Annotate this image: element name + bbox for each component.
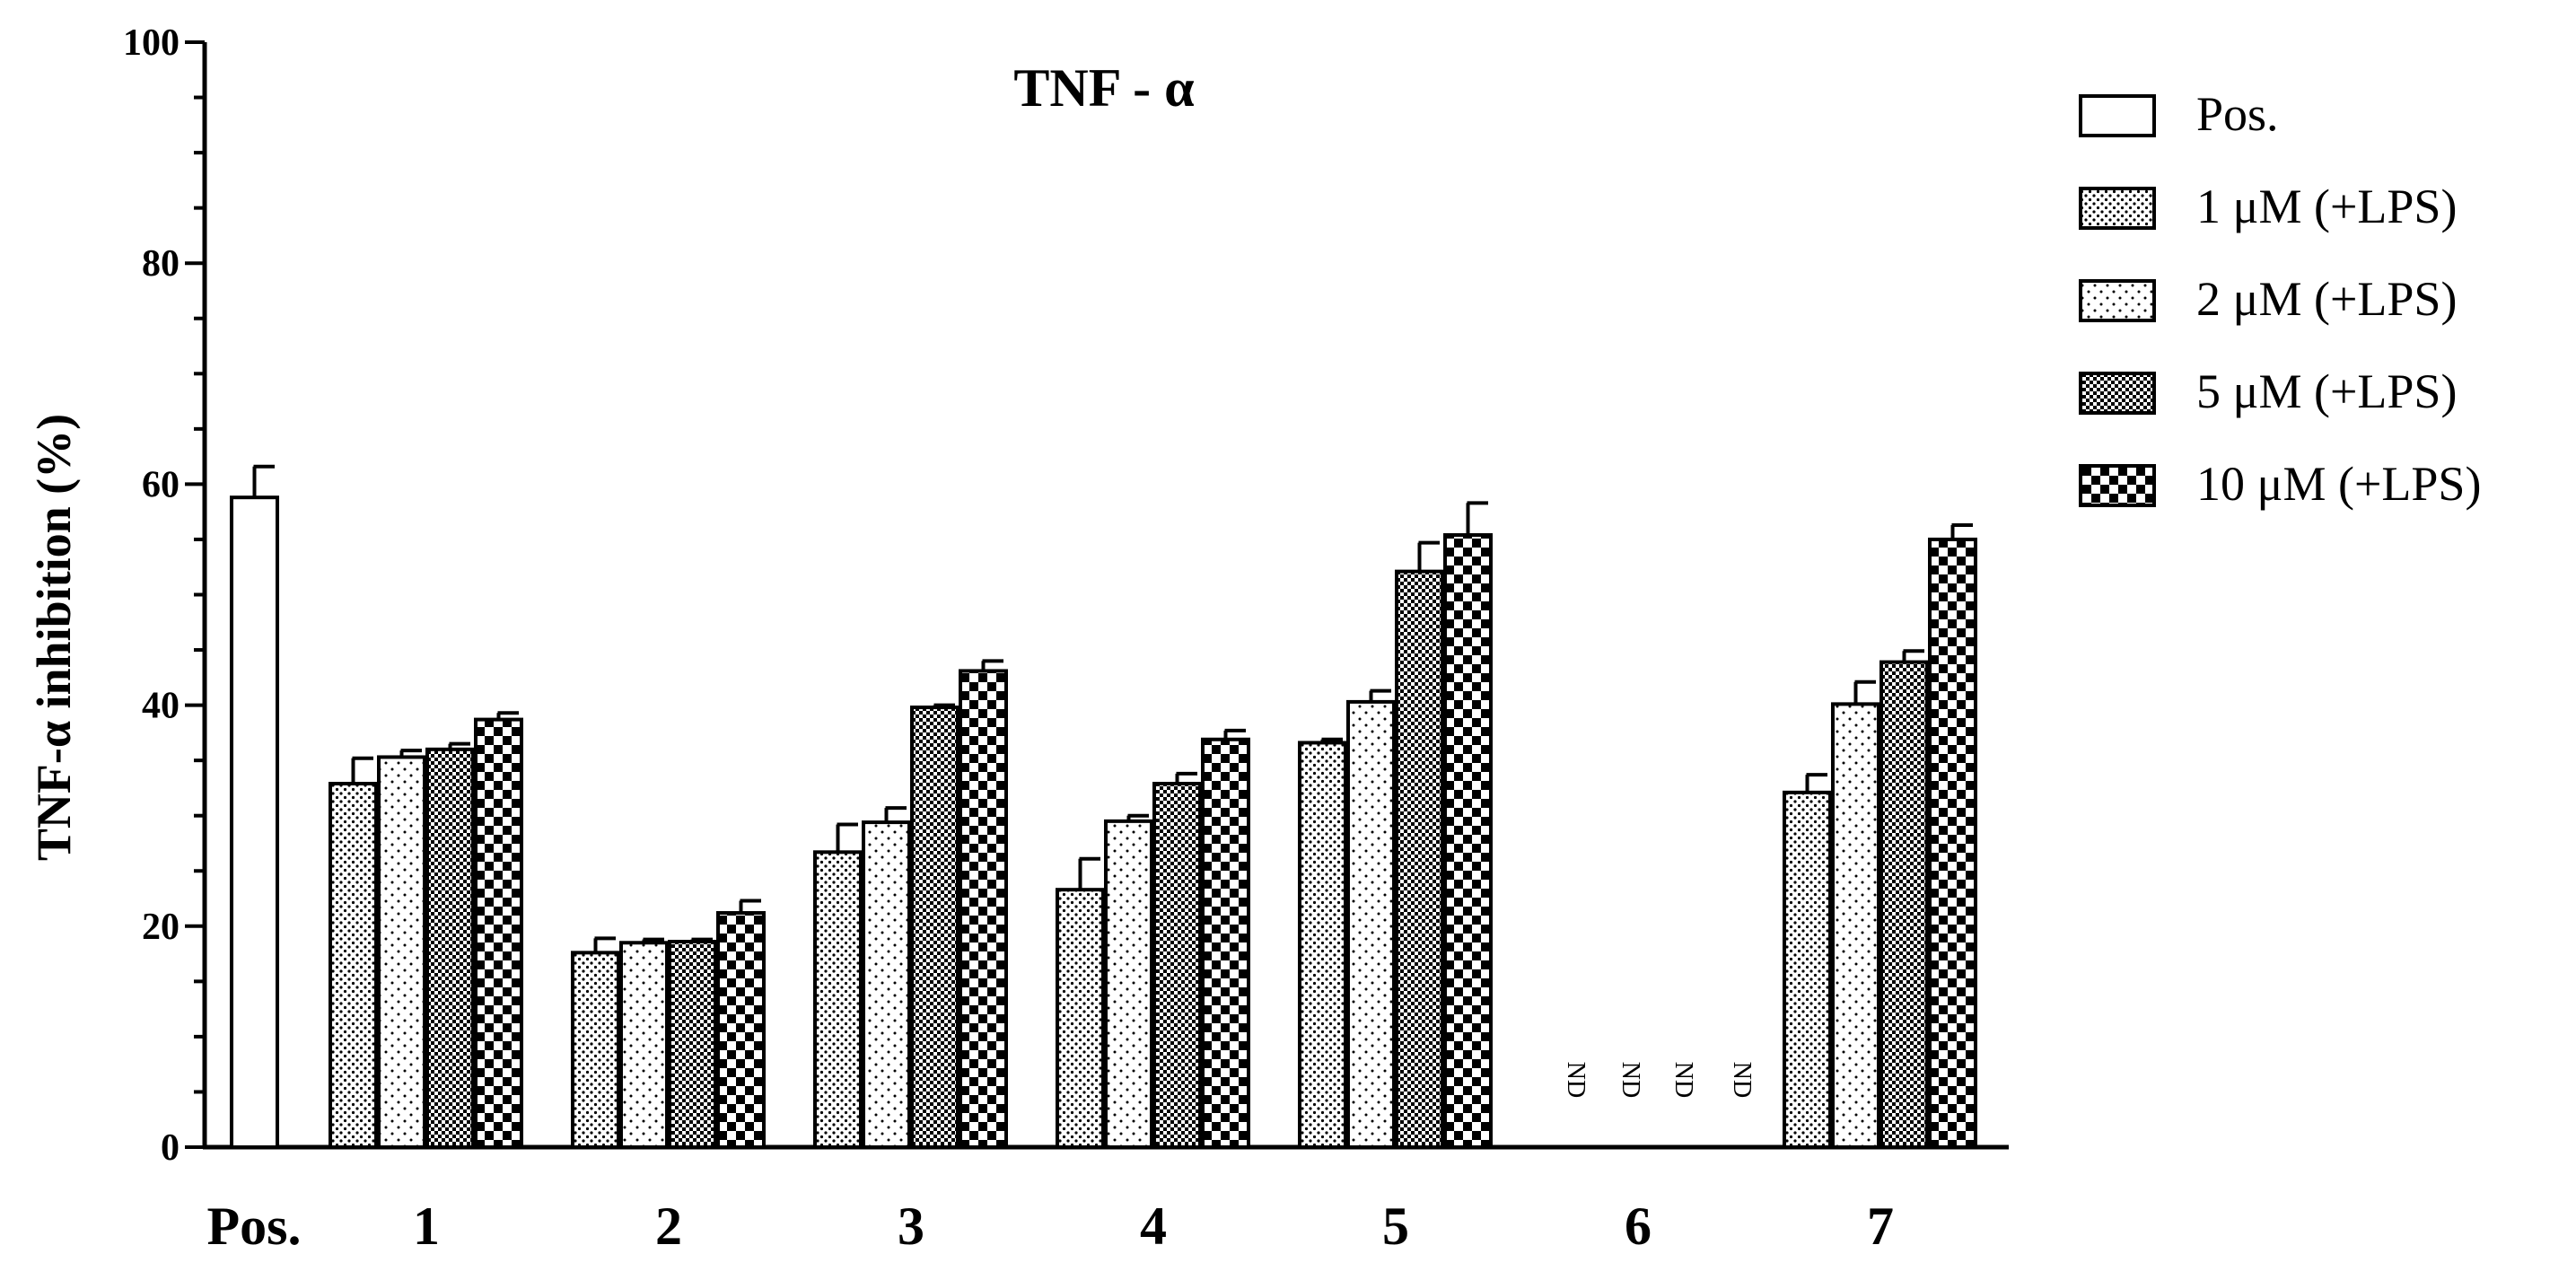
y-tick-label: 0 — [161, 1127, 180, 1169]
bar — [959, 669, 1008, 1149]
legend-swatch — [2079, 372, 2156, 415]
y-tick-label: 60 — [142, 464, 180, 505]
x-tick-label: 1 — [413, 1197, 440, 1256]
x-tick-label: 6 — [1625, 1197, 1652, 1256]
nd-label: ND — [1617, 1062, 1644, 1098]
y-tick-label: 40 — [142, 686, 180, 727]
legend-swatch — [2079, 187, 2156, 230]
bar — [377, 755, 426, 1149]
annotations: ND ND ND ND — [1562, 1062, 1756, 1098]
y-tick-label: 20 — [142, 907, 180, 948]
bar — [425, 747, 475, 1150]
y-ticks: 0 20 40 60 80 100 — [123, 22, 205, 1169]
bar — [716, 911, 766, 1149]
bar — [1443, 533, 1493, 1149]
y-tick-label: 80 — [142, 243, 180, 285]
legend-swatch — [2079, 464, 2156, 507]
bar — [619, 941, 669, 1150]
legend-label: 2 μM (+LPS) — [2196, 272, 2457, 326]
bars — [230, 464, 1977, 1150]
bar — [1056, 888, 1105, 1149]
bar — [230, 495, 279, 1149]
bar — [1783, 790, 1832, 1149]
x-tick-label: 5 — [1382, 1197, 1409, 1256]
bar — [1346, 699, 1396, 1149]
x-tick-label: 7 — [1867, 1197, 1894, 1256]
bar — [329, 782, 378, 1149]
y-axis-label: TNF-α inhibition (%) — [27, 414, 81, 861]
bar — [1831, 702, 1880, 1150]
legend-label: 5 μM (+LPS) — [2196, 364, 2457, 418]
legend-label: 10 μM (+LPS) — [2196, 457, 2481, 511]
legend-label: Pos. — [2196, 87, 2279, 141]
legend-label: 1 μM (+LPS) — [2196, 180, 2457, 233]
bar — [1152, 782, 1202, 1149]
bar — [668, 940, 717, 1150]
x-ticks: Pos. 1 2 3 4 5 6 7 — [207, 1197, 1895, 1256]
bar — [1928, 537, 1977, 1149]
x-tick-label: 3 — [898, 1197, 924, 1256]
bar — [1298, 741, 1347, 1149]
bar — [813, 850, 863, 1149]
legend-swatch — [2079, 94, 2156, 137]
bar — [910, 706, 959, 1149]
bar — [571, 951, 620, 1149]
chart-title: TNF - α — [1013, 58, 1194, 118]
nd-label: ND — [1562, 1062, 1590, 1098]
x-tick-label: 4 — [1140, 1197, 1167, 1256]
legend: Pos. 1 μM (+LPS) 2 μM (+LPS) 5 μM (+LPS) 10 … — [2079, 87, 2481, 511]
x-tick-label: Pos. — [207, 1197, 302, 1256]
bar — [1104, 819, 1153, 1149]
x-tick-label: 2 — [655, 1197, 682, 1256]
bar — [1879, 660, 1929, 1149]
bar — [862, 820, 911, 1149]
nd-label: ND — [1728, 1062, 1756, 1098]
bar — [474, 717, 523, 1150]
bar — [1395, 569, 1444, 1149]
nd-label: ND — [1669, 1062, 1697, 1098]
y-tick-label: 100 — [123, 22, 180, 64]
bar — [1201, 737, 1250, 1149]
legend-swatch — [2079, 279, 2156, 322]
